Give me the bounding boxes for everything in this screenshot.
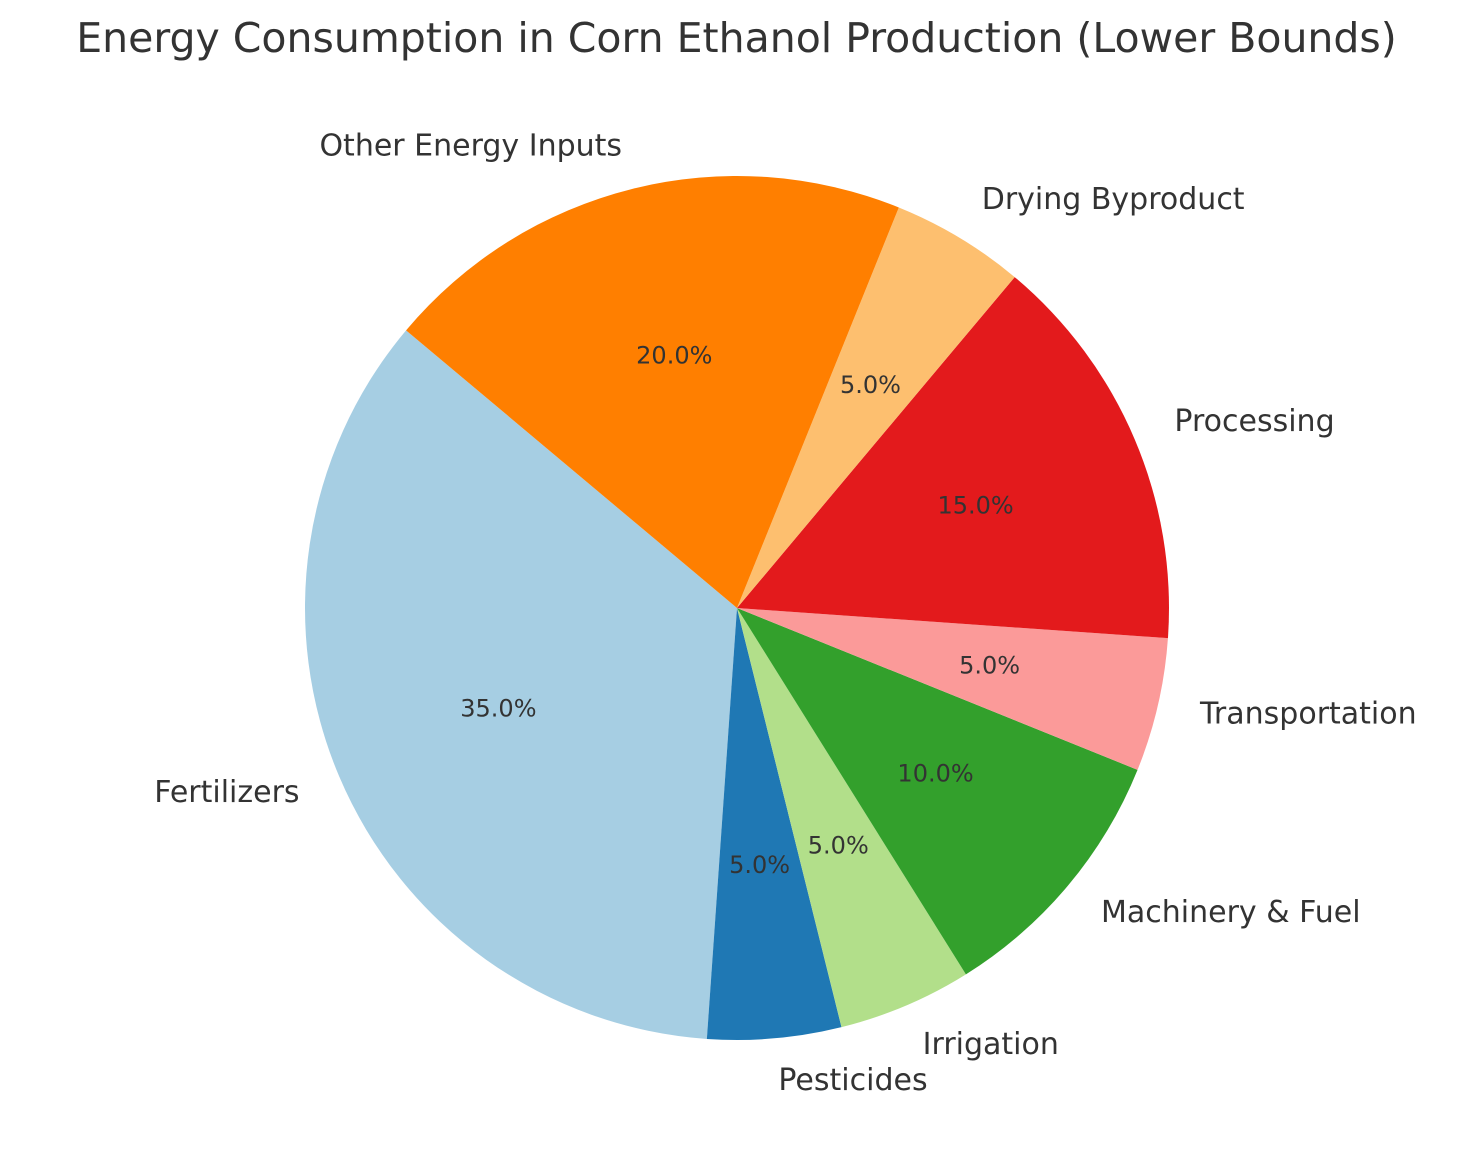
category-label-other-energy-inputs: Other Energy Inputs bbox=[319, 128, 622, 163]
slice-fertilizers bbox=[305, 330, 737, 1039]
slice-pesticides bbox=[706, 608, 842, 1040]
slice-machinery-and-fuel bbox=[737, 608, 1138, 975]
slice-processing bbox=[737, 277, 1169, 639]
category-label-irrigation: Irrigation bbox=[923, 1027, 1059, 1062]
percent-label-drying-byproduct: 5.0% bbox=[840, 371, 901, 399]
percent-label-machinery-and-fuel: 10.0% bbox=[897, 760, 973, 788]
category-label-fertilizers: Fertilizers bbox=[154, 775, 299, 810]
percent-label-transportation: 5.0% bbox=[959, 651, 1020, 679]
pie-slices bbox=[305, 175, 1169, 1040]
category-label-transportation: Transportation bbox=[1199, 696, 1417, 731]
percent-label-other-energy-inputs: 20.0% bbox=[636, 341, 712, 369]
category-label-pesticides: Pesticides bbox=[778, 1063, 927, 1098]
percent-label-processing: 15.0% bbox=[937, 492, 1013, 520]
slice-drying-byproduct bbox=[737, 207, 1015, 608]
slice-other-energy-inputs bbox=[406, 175, 899, 608]
percent-label-irrigation: 5.0% bbox=[808, 832, 869, 860]
percent-label-fertilizers: 35.0% bbox=[460, 694, 536, 722]
pie-labels: Fertilizers 35.0% Pesticides 5.0% Irrigation… bbox=[154, 128, 1416, 1097]
category-label-drying-byproduct: Drying Byproduct bbox=[982, 182, 1245, 217]
category-label-processing: Processing bbox=[1174, 404, 1334, 439]
slice-transportation bbox=[737, 608, 1168, 770]
category-label-machinery-and-fuel: Machinery & Fuel bbox=[1101, 895, 1361, 930]
slice-irrigation bbox=[737, 608, 966, 1028]
percent-label-pesticides: 5.0% bbox=[729, 851, 790, 879]
chart-title: Energy Consumption in Corn Ethanol Produ… bbox=[76, 14, 1397, 62]
